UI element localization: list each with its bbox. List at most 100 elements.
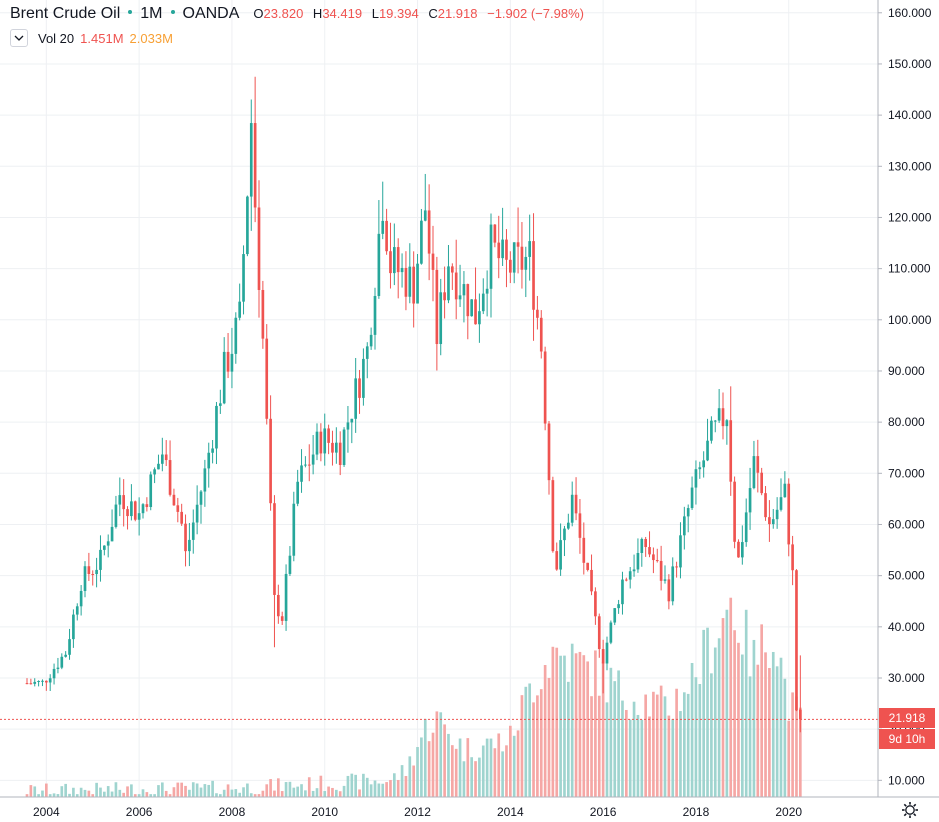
volume-bar [625,709,628,797]
candle-body [694,469,698,488]
candle-body [671,566,675,602]
volume-bar [532,702,535,797]
volume-bar [83,789,87,797]
volume-bar [632,701,636,797]
candle-body [702,460,705,468]
close-key: C [428,6,438,21]
volume-bar [161,782,164,797]
volume-bar [768,668,771,797]
price-tick-label: 60.000 [888,517,925,531]
volume-indicator-label[interactable]: Vol 20 [38,30,75,46]
volume-bar [180,782,183,797]
volume-bar [118,789,122,797]
candle-body [427,210,431,254]
gear-icon[interactable] [901,801,919,819]
time-tick-label: 2020 [775,805,802,819]
volume-bar [280,791,284,797]
last-price-label: 21.918 [889,711,926,725]
volume-bar [721,618,725,797]
candle-body [29,683,33,685]
price-tick-label: 160.000 [888,6,932,20]
candle-body [551,480,555,552]
volume-bar [41,790,44,797]
candle-body [91,574,95,576]
candle-body [242,254,245,302]
volume-value: 1.451M [80,30,124,46]
volume-bar [686,693,690,797]
candle-body [211,448,214,453]
ohlc-values: O23.820 H34.419 L19.394 C21.918 −1.902 (… [253,6,590,21]
volume-bar [458,738,462,797]
candle-body [737,541,740,558]
time-tick-label: 2004 [33,805,60,819]
candle-body [768,517,771,525]
symbol-name[interactable]: Brent Crude Oil [10,5,121,22]
volume-bar [358,789,361,797]
candle-body [524,256,528,270]
volume-bar [713,647,717,797]
volume-bar [296,786,299,797]
volume-bar [292,787,296,797]
volume-bar [25,794,29,797]
candle-body [663,579,667,581]
volume-bar [176,782,180,797]
candle-body [249,123,253,197]
volume-bar [659,685,663,797]
price-tick-label: 80.000 [888,415,925,429]
volume-bar [377,783,381,797]
volume-bar [145,792,149,797]
candle-body [358,378,361,398]
price-tick-label: 130.000 [888,159,932,173]
axes [0,0,939,798]
candle-body [149,474,153,508]
volume-bar [555,647,559,797]
candle-body [64,654,67,657]
candle-body [304,464,307,466]
volume-bar [698,684,702,797]
interval-label[interactable]: 1M [140,5,163,22]
candle-body [168,460,172,495]
volume-bar [389,780,392,797]
candle-body [420,220,423,264]
collapse-button[interactable] [10,29,28,47]
candle-body [381,220,385,234]
volume-bar [760,624,763,797]
candle-body [609,622,613,643]
candle-body [621,579,624,605]
candle-body [655,560,659,562]
candle-body [601,649,605,664]
volume-bar [381,783,385,797]
candle-body [145,504,149,508]
volume-bar [497,733,501,797]
volume-bar [779,657,783,797]
candle-body [474,299,477,325]
high-key: H [312,6,323,21]
volume-bar [597,695,601,797]
volume-bar [37,794,40,797]
volume-bar [64,783,67,797]
last-price-badge: 21.918 9d 10h [879,708,935,749]
bar-countdown-label: 9d 10h [889,732,926,746]
candle-body [199,491,203,505]
volume-bar [288,781,292,797]
candle-body [644,538,647,548]
candle-body [760,472,763,494]
candle-body [226,351,230,372]
volume-bar [354,774,357,797]
candle-body [75,606,79,615]
volume-bar [226,784,230,797]
candle-body [79,590,83,607]
candle-body [501,239,504,259]
volume-bar [420,737,423,797]
volume-bar [559,655,562,797]
candle-body [799,709,802,720]
candle-body [481,293,485,312]
volume-bar [157,785,160,797]
chart-legend: Brent Crude Oil 1M OANDA O23.820 H34.419… [10,5,590,47]
volume-bar [756,664,760,797]
candle-body [338,442,342,465]
candle-body [72,614,75,640]
candle-body [555,551,559,570]
candle-body [764,493,767,518]
